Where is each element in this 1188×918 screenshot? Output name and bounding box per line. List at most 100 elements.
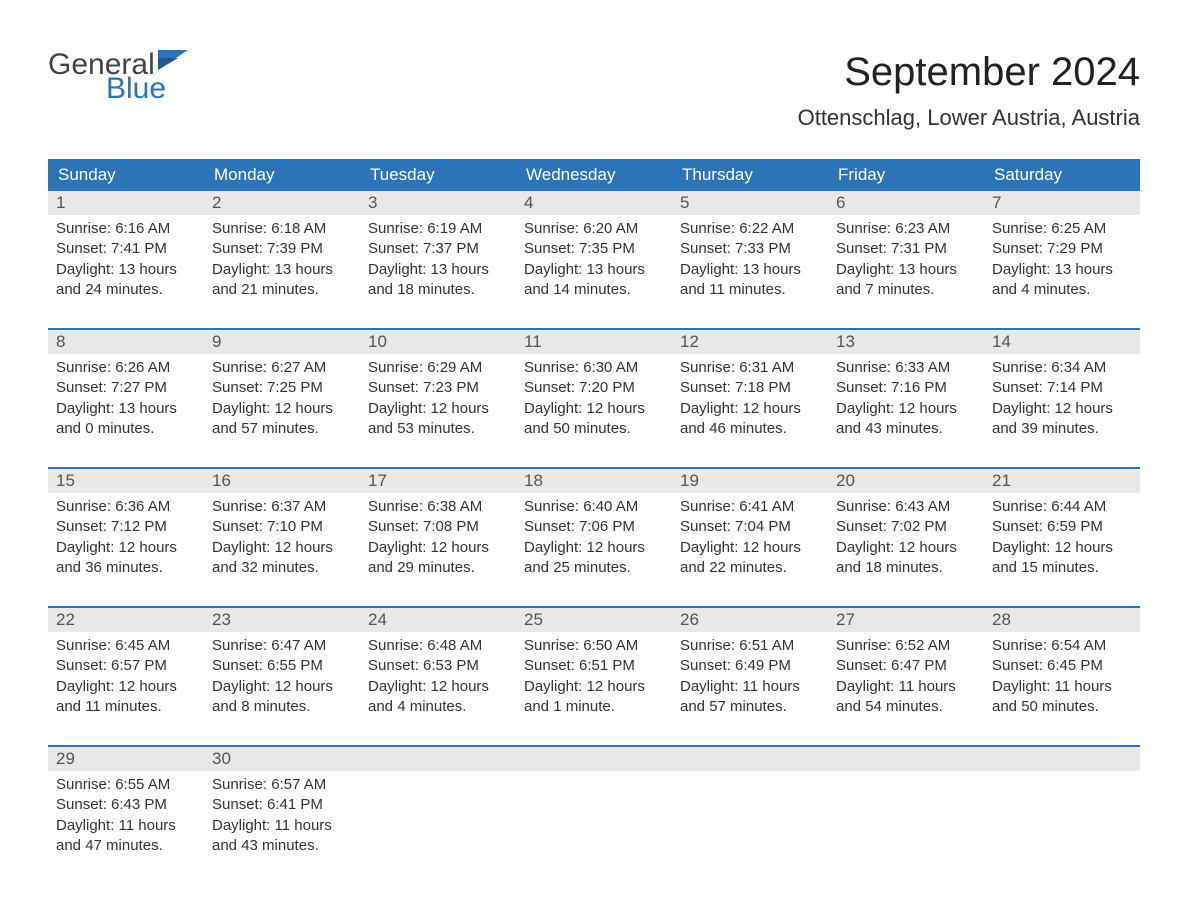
day-cell: 30Sunrise: 6:57 AMSunset: 6:41 PMDayligh… xyxy=(204,747,360,860)
day-daylight2: and 53 minutes. xyxy=(368,419,508,439)
day-content: Sunrise: 6:41 AMSunset: 7:04 PMDaylight:… xyxy=(672,493,828,578)
day-daylight1: Daylight: 12 hours xyxy=(524,538,664,558)
week-row: 29Sunrise: 6:55 AMSunset: 6:43 PMDayligh… xyxy=(48,745,1140,860)
day-content: Sunrise: 6:43 AMSunset: 7:02 PMDaylight:… xyxy=(828,493,984,578)
day-daylight1: Daylight: 12 hours xyxy=(56,538,196,558)
day-content: Sunrise: 6:20 AMSunset: 7:35 PMDaylight:… xyxy=(516,215,672,300)
day-content: Sunrise: 6:26 AMSunset: 7:27 PMDaylight:… xyxy=(48,354,204,439)
day-daylight2: and 25 minutes. xyxy=(524,558,664,578)
day-sunrise: Sunrise: 6:50 AM xyxy=(524,636,664,656)
day-cell: 19Sunrise: 6:41 AMSunset: 7:04 PMDayligh… xyxy=(672,469,828,582)
day-sunset: Sunset: 6:45 PM xyxy=(992,656,1132,676)
day-number: 20 xyxy=(828,469,984,493)
day-cell: 10Sunrise: 6:29 AMSunset: 7:23 PMDayligh… xyxy=(360,330,516,443)
day-cell: 29Sunrise: 6:55 AMSunset: 6:43 PMDayligh… xyxy=(48,747,204,860)
day-cell: 8Sunrise: 6:26 AMSunset: 7:27 PMDaylight… xyxy=(48,330,204,443)
day-number: 10 xyxy=(360,330,516,354)
day-content: Sunrise: 6:44 AMSunset: 6:59 PMDaylight:… xyxy=(984,493,1140,578)
day-cell: 21Sunrise: 6:44 AMSunset: 6:59 PMDayligh… xyxy=(984,469,1140,582)
day-sunrise: Sunrise: 6:37 AM xyxy=(212,497,352,517)
week-row: 22Sunrise: 6:45 AMSunset: 6:57 PMDayligh… xyxy=(48,606,1140,721)
day-daylight2: and 22 minutes. xyxy=(680,558,820,578)
day-daylight2: and 47 minutes. xyxy=(56,836,196,856)
day-number: 11 xyxy=(516,330,672,354)
day-daylight1: Daylight: 12 hours xyxy=(836,538,976,558)
day-daylight1: Daylight: 13 hours xyxy=(992,260,1132,280)
day-sunset: Sunset: 6:57 PM xyxy=(56,656,196,676)
week-row: 1Sunrise: 6:16 AMSunset: 7:41 PMDaylight… xyxy=(48,191,1140,304)
day-number: 3 xyxy=(360,191,516,215)
day-daylight1: Daylight: 11 hours xyxy=(212,816,352,836)
day-number xyxy=(516,747,672,771)
day-sunset: Sunset: 6:47 PM xyxy=(836,656,976,676)
day-number xyxy=(672,747,828,771)
day-daylight2: and 57 minutes. xyxy=(680,697,820,717)
day-number: 24 xyxy=(360,608,516,632)
calendar: Sunday Monday Tuesday Wednesday Thursday… xyxy=(48,159,1140,860)
day-number: 26 xyxy=(672,608,828,632)
day-daylight1: Daylight: 12 hours xyxy=(836,399,976,419)
day-cell: 18Sunrise: 6:40 AMSunset: 7:06 PMDayligh… xyxy=(516,469,672,582)
day-content: Sunrise: 6:29 AMSunset: 7:23 PMDaylight:… xyxy=(360,354,516,439)
day-daylight1: Daylight: 11 hours xyxy=(56,816,196,836)
day-daylight1: Daylight: 13 hours xyxy=(368,260,508,280)
day-content: Sunrise: 6:51 AMSunset: 6:49 PMDaylight:… xyxy=(672,632,828,717)
day-daylight1: Daylight: 12 hours xyxy=(524,399,664,419)
day-cell: 23Sunrise: 6:47 AMSunset: 6:55 PMDayligh… xyxy=(204,608,360,721)
day-sunset: Sunset: 7:33 PM xyxy=(680,239,820,259)
day-cell: 20Sunrise: 6:43 AMSunset: 7:02 PMDayligh… xyxy=(828,469,984,582)
day-header-sun: Sunday xyxy=(48,159,204,191)
day-daylight2: and 1 minute. xyxy=(524,697,664,717)
day-daylight2: and 11 minutes. xyxy=(56,697,196,717)
day-number xyxy=(828,747,984,771)
day-daylight2: and 21 minutes. xyxy=(212,280,352,300)
day-sunrise: Sunrise: 6:55 AM xyxy=(56,775,196,795)
day-cell: 11Sunrise: 6:30 AMSunset: 7:20 PMDayligh… xyxy=(516,330,672,443)
logo: General Blue xyxy=(48,50,188,104)
day-cell xyxy=(672,747,828,860)
day-daylight2: and 50 minutes. xyxy=(992,697,1132,717)
day-daylight1: Daylight: 13 hours xyxy=(56,260,196,280)
day-sunset: Sunset: 7:31 PM xyxy=(836,239,976,259)
day-cell: 5Sunrise: 6:22 AMSunset: 7:33 PMDaylight… xyxy=(672,191,828,304)
day-daylight2: and 0 minutes. xyxy=(56,419,196,439)
week-row: 15Sunrise: 6:36 AMSunset: 7:12 PMDayligh… xyxy=(48,467,1140,582)
day-cell: 12Sunrise: 6:31 AMSunset: 7:18 PMDayligh… xyxy=(672,330,828,443)
day-number: 27 xyxy=(828,608,984,632)
day-number xyxy=(360,747,516,771)
title-block: September 2024 Ottenschlag, Lower Austri… xyxy=(798,50,1140,131)
day-sunset: Sunset: 7:04 PM xyxy=(680,517,820,537)
day-content: Sunrise: 6:18 AMSunset: 7:39 PMDaylight:… xyxy=(204,215,360,300)
day-content: Sunrise: 6:27 AMSunset: 7:25 PMDaylight:… xyxy=(204,354,360,439)
day-sunset: Sunset: 6:41 PM xyxy=(212,795,352,815)
day-number: 14 xyxy=(984,330,1140,354)
day-cell xyxy=(360,747,516,860)
day-daylight1: Daylight: 11 hours xyxy=(992,677,1132,697)
day-sunset: Sunset: 7:16 PM xyxy=(836,378,976,398)
day-daylight2: and 54 minutes. xyxy=(836,697,976,717)
day-daylight2: and 8 minutes. xyxy=(212,697,352,717)
day-daylight2: and 50 minutes. xyxy=(524,419,664,439)
day-sunrise: Sunrise: 6:31 AM xyxy=(680,358,820,378)
day-daylight2: and 24 minutes. xyxy=(56,280,196,300)
day-content: Sunrise: 6:34 AMSunset: 7:14 PMDaylight:… xyxy=(984,354,1140,439)
day-content: Sunrise: 6:31 AMSunset: 7:18 PMDaylight:… xyxy=(672,354,828,439)
day-cell: 2Sunrise: 6:18 AMSunset: 7:39 PMDaylight… xyxy=(204,191,360,304)
day-sunset: Sunset: 7:23 PM xyxy=(368,378,508,398)
day-sunset: Sunset: 6:53 PM xyxy=(368,656,508,676)
day-sunrise: Sunrise: 6:41 AM xyxy=(680,497,820,517)
day-content: Sunrise: 6:16 AMSunset: 7:41 PMDaylight:… xyxy=(48,215,204,300)
day-cell: 27Sunrise: 6:52 AMSunset: 6:47 PMDayligh… xyxy=(828,608,984,721)
day-sunrise: Sunrise: 6:26 AM xyxy=(56,358,196,378)
day-header-fri: Friday xyxy=(828,159,984,191)
day-sunset: Sunset: 7:20 PM xyxy=(524,378,664,398)
day-cell: 13Sunrise: 6:33 AMSunset: 7:16 PMDayligh… xyxy=(828,330,984,443)
day-number: 17 xyxy=(360,469,516,493)
day-sunset: Sunset: 7:37 PM xyxy=(368,239,508,259)
day-sunrise: Sunrise: 6:48 AM xyxy=(368,636,508,656)
day-cell: 4Sunrise: 6:20 AMSunset: 7:35 PMDaylight… xyxy=(516,191,672,304)
day-daylight1: Daylight: 13 hours xyxy=(56,399,196,419)
day-sunset: Sunset: 7:02 PM xyxy=(836,517,976,537)
day-sunrise: Sunrise: 6:18 AM xyxy=(212,219,352,239)
day-header-mon: Monday xyxy=(204,159,360,191)
